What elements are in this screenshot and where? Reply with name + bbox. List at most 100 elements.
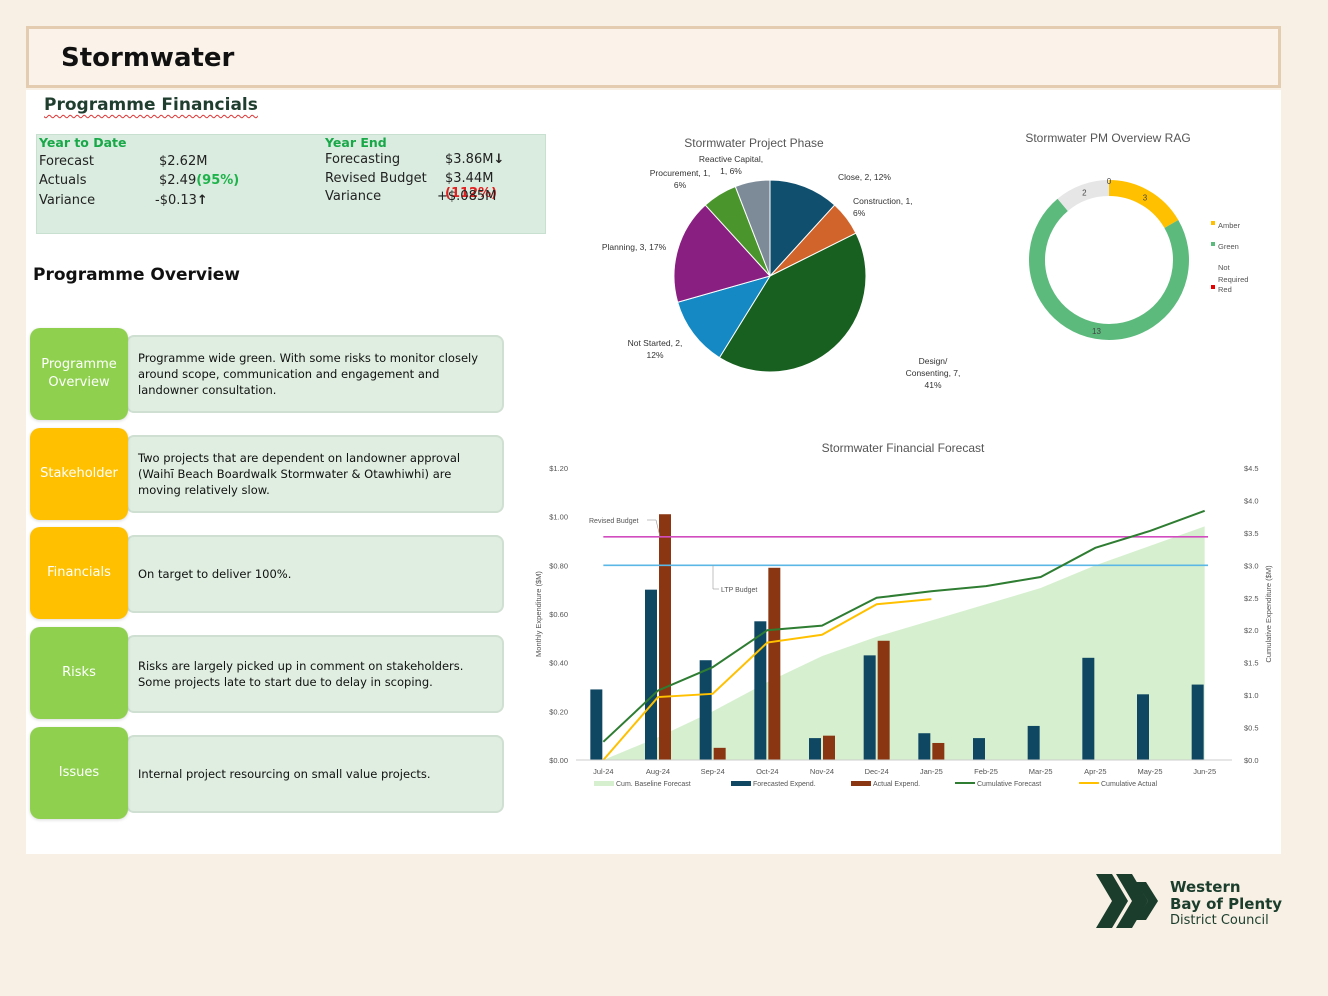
- y-tick-label: $1.20: [549, 464, 568, 473]
- title-bar: Stormwater: [26, 26, 1281, 88]
- legend-label: Cumulative Actual: [1101, 781, 1157, 788]
- arrow-down-icon: ↓: [493, 152, 505, 167]
- donut-segment: [1108, 180, 1179, 229]
- x-tick-label: Mar-25: [1029, 767, 1053, 776]
- y2-tick-label: $2.0: [1244, 626, 1259, 635]
- overview-heading: Programme Overview: [33, 265, 241, 285]
- arrow-up-icon: ↑: [196, 193, 208, 208]
- x-tick-label: May-25: [1137, 767, 1162, 776]
- x-tick-label: Jun-25: [1193, 767, 1216, 776]
- legend-label: Actual Expend.: [873, 781, 920, 788]
- pie-data-label: Consenting, 7,: [906, 368, 961, 378]
- pie-data-label: 12%: [646, 350, 663, 360]
- overview-comment: Programme wide green. With some risks to…: [126, 335, 504, 413]
- forecast-bar: [645, 589, 657, 760]
- ytd-value-actuals: $2.49(95%): [159, 173, 240, 188]
- donut-segment: [1057, 180, 1110, 212]
- forecast-bar: [1027, 725, 1040, 760]
- pie-title: Stormwater Project Phase: [684, 136, 824, 150]
- y2-tick-label: $1.0: [1244, 691, 1259, 700]
- financials-comment: On target to deliver 100%.: [126, 535, 504, 613]
- tab-stakeholder: Stakeholder: [30, 428, 128, 520]
- callout-line: [655, 519, 661, 537]
- ytd-header: Year to Date: [39, 135, 127, 150]
- issues-comment: Internal project resourcing on small val…: [126, 735, 504, 813]
- x-tick-label: Jul-24: [593, 767, 613, 776]
- x-tick-label: Dec-24: [865, 767, 889, 776]
- pie-data-label: Reactive Capital,: [699, 154, 763, 164]
- rag-donut-chart: Stormwater PM Overview RAG 3 13 2 0 Amber Gre…: [1025, 131, 1248, 340]
- y-tick-label: $0.80: [549, 561, 568, 570]
- legend-label: Not: [1218, 263, 1231, 272]
- ye-value-forecasting: $3.86M↓: [445, 152, 505, 167]
- ytd-value-forecast: $2.62M: [159, 154, 208, 169]
- stakeholder-comment: Two projects that are dependent on lando…: [126, 435, 504, 513]
- forecast-bar: [1191, 684, 1204, 760]
- x-tick-label: Sep-24: [701, 767, 725, 776]
- y2-tick-label: $0.0: [1244, 756, 1259, 765]
- pie-data-label: Not Started, 2,: [628, 338, 683, 348]
- pie-slice: [718, 232, 867, 373]
- actual-bar: [713, 747, 726, 760]
- cumulative-actual-line: [602, 598, 932, 761]
- forecast-bar: [863, 655, 876, 760]
- donut-title: Stormwater PM Overview RAG: [1025, 131, 1190, 145]
- actual-bar: [823, 735, 835, 760]
- y2-tick-label: $2.5: [1244, 594, 1259, 603]
- risks-comment: Risks are largely picked up in comment o…: [126, 635, 504, 713]
- project-phase-pie-chart: Stormwater Project Phase Close, 2, 12% Co…: [602, 136, 961, 390]
- legend-label: Forecasted Expend.: [753, 781, 816, 788]
- revised-budget-label: Revised Budget: [589, 518, 638, 525]
- x-tick-label: Jan-25: [920, 767, 943, 776]
- pie-data-label: Procurement, 1,: [650, 168, 710, 178]
- legend-label: Green: [1218, 242, 1239, 251]
- x-tick-label: Feb-25: [974, 767, 998, 776]
- donut-value-label: 0: [1107, 177, 1112, 186]
- page-title: Stormwater: [61, 43, 235, 73]
- pie-data-label: Construction, 1,: [853, 196, 913, 206]
- cumulative-forecast-line: [602, 509, 1206, 743]
- logo-line-3: District Council: [1170, 913, 1269, 928]
- y-axis-title: Monthly Expenditure ($M): [534, 571, 543, 657]
- legend-swatch: [1211, 221, 1215, 225]
- y-tick-label: $0.20: [549, 707, 568, 716]
- x-tick-label: Apr-25: [1084, 767, 1107, 776]
- y2-tick-label: $3.0: [1244, 561, 1259, 570]
- baseline-area: [603, 526, 1205, 760]
- pie-slice: [677, 275, 772, 359]
- financials-summary: Year to Date Forecast $2.62M Actuals $2.…: [36, 134, 546, 234]
- ye-budget-percent: (112%): [445, 186, 498, 201]
- legend-label: Cum. Baseline Forecast: [616, 781, 691, 788]
- legend-swatch: [851, 781, 871, 786]
- ltp-budget-label: LTP Budget: [721, 587, 757, 594]
- legend-swatch: [731, 781, 751, 786]
- ytd-actuals-percent: (95%): [196, 173, 240, 188]
- ye-value-variance: +$.085M: [437, 189, 497, 204]
- legend-swatch: [1211, 285, 1215, 289]
- pie-slice: [769, 179, 836, 278]
- legend-label: Red: [1218, 285, 1232, 294]
- council-logo: Western Bay of Plenty District Council: [1094, 872, 1284, 932]
- council-logo-icon: [1096, 874, 1158, 928]
- ytd-value-variance: -$0.13↑: [155, 193, 208, 208]
- logo-line-1: Western: [1170, 878, 1241, 896]
- donut-value-label: 13: [1092, 327, 1101, 336]
- financial-forecast-chart: Stormwater Financial Forecast $0.00 $0.20…: [534, 441, 1273, 788]
- forecast-bar: [699, 660, 712, 760]
- y-tick-label: $0.60: [549, 610, 568, 619]
- ye-label-revised-budget: Revised Budget: [325, 171, 427, 186]
- y2-tick-label: $1.5: [1244, 659, 1259, 668]
- y2-tick-label: $4.5: [1244, 464, 1259, 473]
- forecast-bar: [973, 738, 985, 760]
- actual-bar: [659, 514, 671, 760]
- actual-bar: [768, 567, 781, 760]
- forecast-bar: [590, 689, 603, 760]
- tab-programme-overview: Programme Overview: [30, 328, 128, 420]
- actual-bar: [932, 742, 945, 760]
- pie-slice: [734, 179, 771, 277]
- pie-data-label: 41%: [924, 380, 941, 390]
- forecast-bar: [918, 733, 931, 760]
- x-tick-label: Oct-24: [756, 767, 779, 776]
- ye-header: Year End: [325, 135, 387, 150]
- tab-risks: Risks: [30, 627, 128, 719]
